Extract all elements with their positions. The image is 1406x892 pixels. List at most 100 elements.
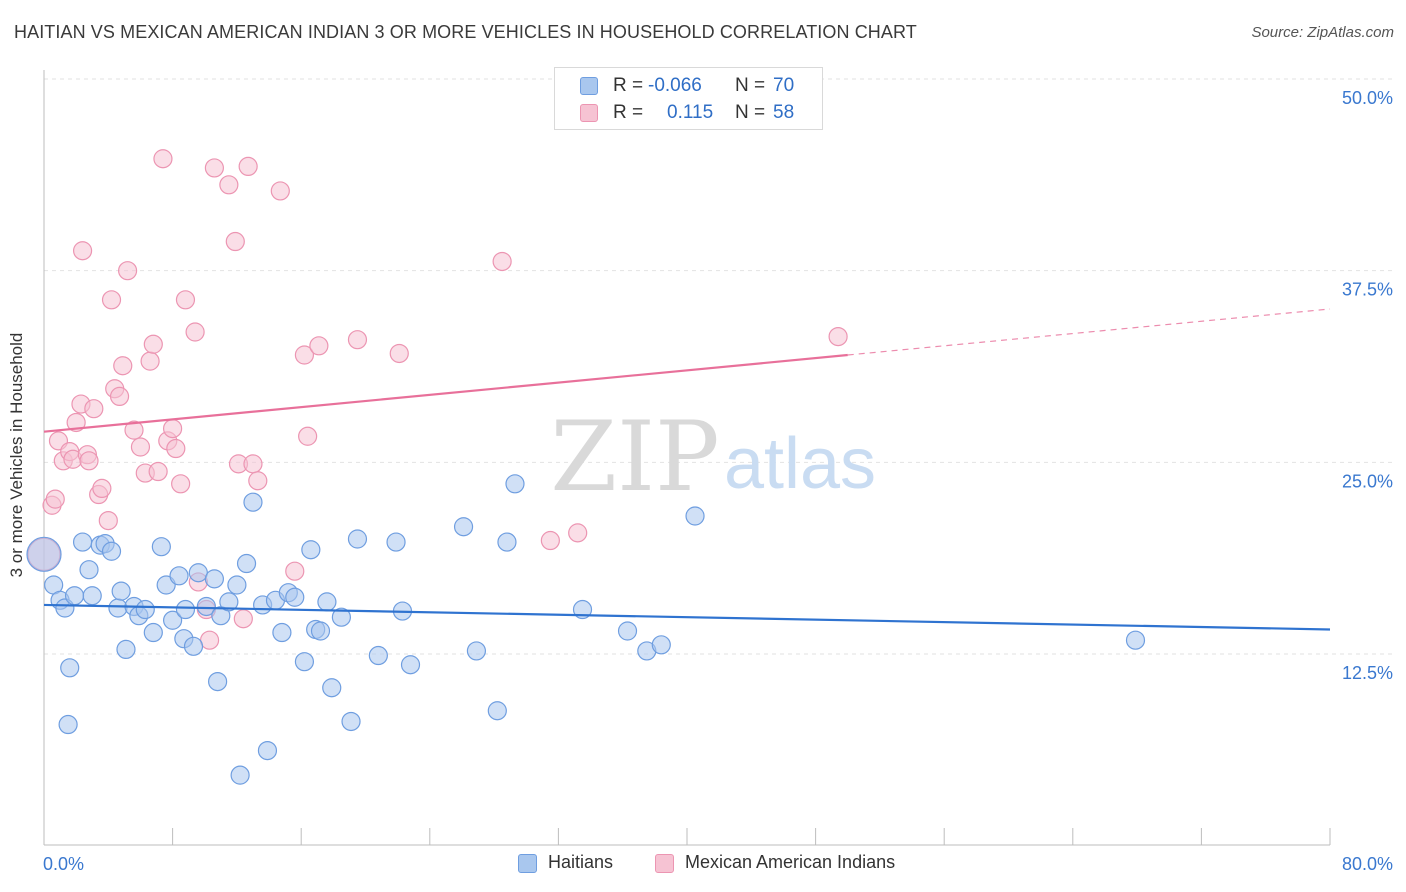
mexican-point <box>101 290 122 310</box>
mexican-point <box>238 156 258 176</box>
haitians-point <box>82 586 102 606</box>
y-tick-label: 50.0% <box>1342 88 1393 108</box>
mexican-point <box>233 609 253 629</box>
haitians-point <box>317 592 337 612</box>
source-credit: Source: ZipAtlas.com <box>1251 24 1394 41</box>
mexican-point <box>45 489 65 509</box>
mexican-trend-line <box>43 353 848 433</box>
legend-n-label: N = <box>735 75 766 96</box>
haitians-legend-swatch <box>518 854 537 873</box>
haitians-point <box>497 532 517 552</box>
mexican-point <box>199 630 220 650</box>
haitians-point <box>341 711 361 732</box>
haitians-point <box>26 536 62 572</box>
mexican-legend-label: Mexican American Indians <box>685 852 896 872</box>
mexican-point <box>225 231 245 252</box>
haitians-point <box>294 652 315 672</box>
haitians-point <box>1125 630 1146 650</box>
legend-n-value: 58 <box>773 102 795 123</box>
haitians-point <box>175 599 196 620</box>
mexican-point <box>109 386 130 406</box>
mexican-point <box>163 419 183 439</box>
mexican-point <box>219 175 239 195</box>
x-tick-label: 80.0% <box>1342 854 1393 874</box>
haitians-point <box>60 658 80 678</box>
mexican-point <box>143 334 163 354</box>
mexican-point <box>117 261 138 281</box>
x-tick-labels: 0.0% 80.0% <box>43 854 1393 874</box>
haitians-point <box>322 678 342 698</box>
mexican-point <box>389 343 409 364</box>
haitians-point <box>101 541 122 561</box>
mexican-point <box>243 454 263 474</box>
haitians-point <box>227 575 247 595</box>
haitians-point <box>257 740 278 761</box>
mexican-point <box>153 149 173 169</box>
mexican-point <box>113 356 133 376</box>
haitians-point <box>617 621 638 641</box>
mexican-point <box>270 181 290 201</box>
mexican-point <box>166 438 186 459</box>
mexican-point <box>140 351 160 371</box>
haitians-point <box>188 563 208 583</box>
haitians-point <box>183 636 204 656</box>
mexican-point <box>298 426 318 446</box>
mexican-point <box>66 412 86 433</box>
mexican-point <box>540 530 560 551</box>
haitians-point <box>116 639 136 660</box>
mexican-point <box>72 241 93 261</box>
legend-n-label: N = <box>735 102 766 123</box>
haitians-point <box>208 671 228 692</box>
mexican-point <box>204 158 224 178</box>
correlation-legend: R = -0.066 N = 70 R = 0.115 N = 58 <box>554 67 823 130</box>
mexican-american-indians-points <box>27 149 848 650</box>
mexican-point <box>185 322 205 342</box>
mexican-point <box>92 478 112 498</box>
mexican-swatch <box>580 104 598 122</box>
haitians-trend-line <box>43 603 1331 631</box>
haitians-point <box>331 607 351 627</box>
haitians-point <box>236 553 257 574</box>
haitians-point <box>347 529 368 549</box>
haitians-point <box>163 610 183 630</box>
haitians-point <box>135 599 155 620</box>
watermark-zip: ZIP <box>550 401 719 513</box>
mexican-point <box>79 451 99 471</box>
haitians-point <box>58 714 78 735</box>
mexican-point <box>309 336 329 356</box>
haitians-point <box>386 532 406 552</box>
haitians-point <box>685 506 705 526</box>
haitians-point <box>219 592 239 612</box>
mexican-point <box>124 420 144 440</box>
mexican-point <box>98 510 118 531</box>
y-tick-label: 25.0% <box>1342 471 1393 491</box>
haitians-swatch <box>580 77 598 95</box>
legend-r-value: 0.115 <box>667 102 714 123</box>
axes <box>43 70 1331 846</box>
haitians-point <box>204 569 224 589</box>
mexican-point <box>171 474 191 494</box>
haitians-points <box>26 474 1146 785</box>
haitians-point <box>243 492 263 512</box>
legend-r-value: -0.066 <box>648 75 702 96</box>
haitians-point <box>285 587 305 607</box>
haitians-point <box>272 622 292 643</box>
haitians-point <box>169 566 189 586</box>
haitians-point <box>368 645 388 666</box>
mexican-point <box>175 290 196 310</box>
haitians-point <box>310 621 331 641</box>
haitians-point <box>651 635 671 655</box>
haitians-point <box>151 537 171 557</box>
haitians-legend-label: Haitians <box>548 852 614 872</box>
mexican-point <box>828 327 848 347</box>
haitians-point <box>466 641 487 661</box>
trend-lines <box>43 308 1331 631</box>
haitians-point <box>111 581 131 601</box>
haitians-point <box>79 560 99 580</box>
haitians-point <box>301 540 321 560</box>
mexican-point <box>130 437 151 457</box>
haitians-point <box>230 765 250 785</box>
mexican-point <box>492 251 512 272</box>
mexican-legend-swatch <box>655 854 674 873</box>
watermark-atlas: atlas <box>724 424 876 504</box>
